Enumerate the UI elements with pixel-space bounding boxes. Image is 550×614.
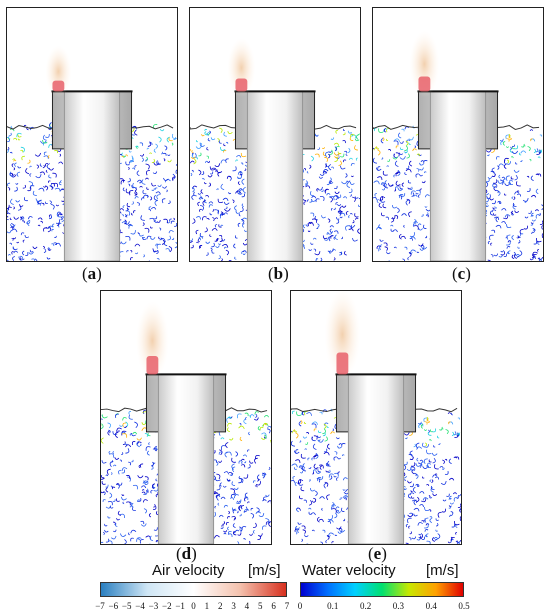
tick-label: 5 — [258, 601, 263, 611]
tick-label: −3 — [148, 601, 159, 611]
panel-b — [189, 7, 361, 262]
air-velocity-unit: [m/s] — [248, 562, 281, 579]
panel-c — [372, 7, 544, 262]
tick-label: 0.3 — [392, 601, 405, 611]
tick-label: 0.1 — [327, 601, 339, 611]
flow-field-b — [190, 38, 360, 261]
tick-label: −2 — [161, 601, 172, 611]
tick-label: 0 — [297, 601, 303, 611]
tick-label: 0.4 — [425, 601, 437, 611]
tick-label: 0 — [191, 601, 196, 611]
caption-d: (d) — [176, 544, 197, 563]
air-velocity-colorbar — [100, 582, 287, 597]
tick-label: −7 — [95, 601, 105, 611]
tick-label: −4 — [135, 601, 145, 611]
tick-label: 2 — [217, 601, 223, 611]
water-velocity-colorbar — [300, 582, 464, 597]
water-velocity-title: Water velocity — [302, 562, 396, 579]
tick-label: 6 — [271, 601, 276, 611]
flow-field-c — [373, 30, 543, 261]
air-velocity-title: Air velocity — [152, 562, 225, 579]
water-velocity-unit: [m/s] — [426, 562, 459, 579]
caption-c: (c) — [452, 264, 471, 283]
flow-field-e — [291, 291, 461, 544]
caption-a: (a) — [82, 264, 102, 283]
flow-field-a — [7, 45, 177, 261]
tick-label: 0.5 — [458, 601, 470, 611]
tick-label: 0.2 — [359, 601, 372, 611]
panel-a — [6, 7, 178, 262]
caption-e: (e) — [368, 544, 387, 563]
panel-e — [290, 290, 462, 545]
tick-label: −6 — [108, 601, 119, 611]
tick-label: 3 — [231, 601, 236, 611]
panel-d — [100, 290, 272, 545]
flow-field-d — [101, 301, 271, 544]
tick-label: 7 — [284, 601, 290, 611]
tick-label: 4 — [244, 601, 250, 611]
tick-label: −1 — [175, 601, 185, 611]
caption-b: (b) — [268, 264, 289, 283]
tick-label: 1 — [204, 601, 210, 611]
tick-label: −5 — [121, 601, 132, 611]
